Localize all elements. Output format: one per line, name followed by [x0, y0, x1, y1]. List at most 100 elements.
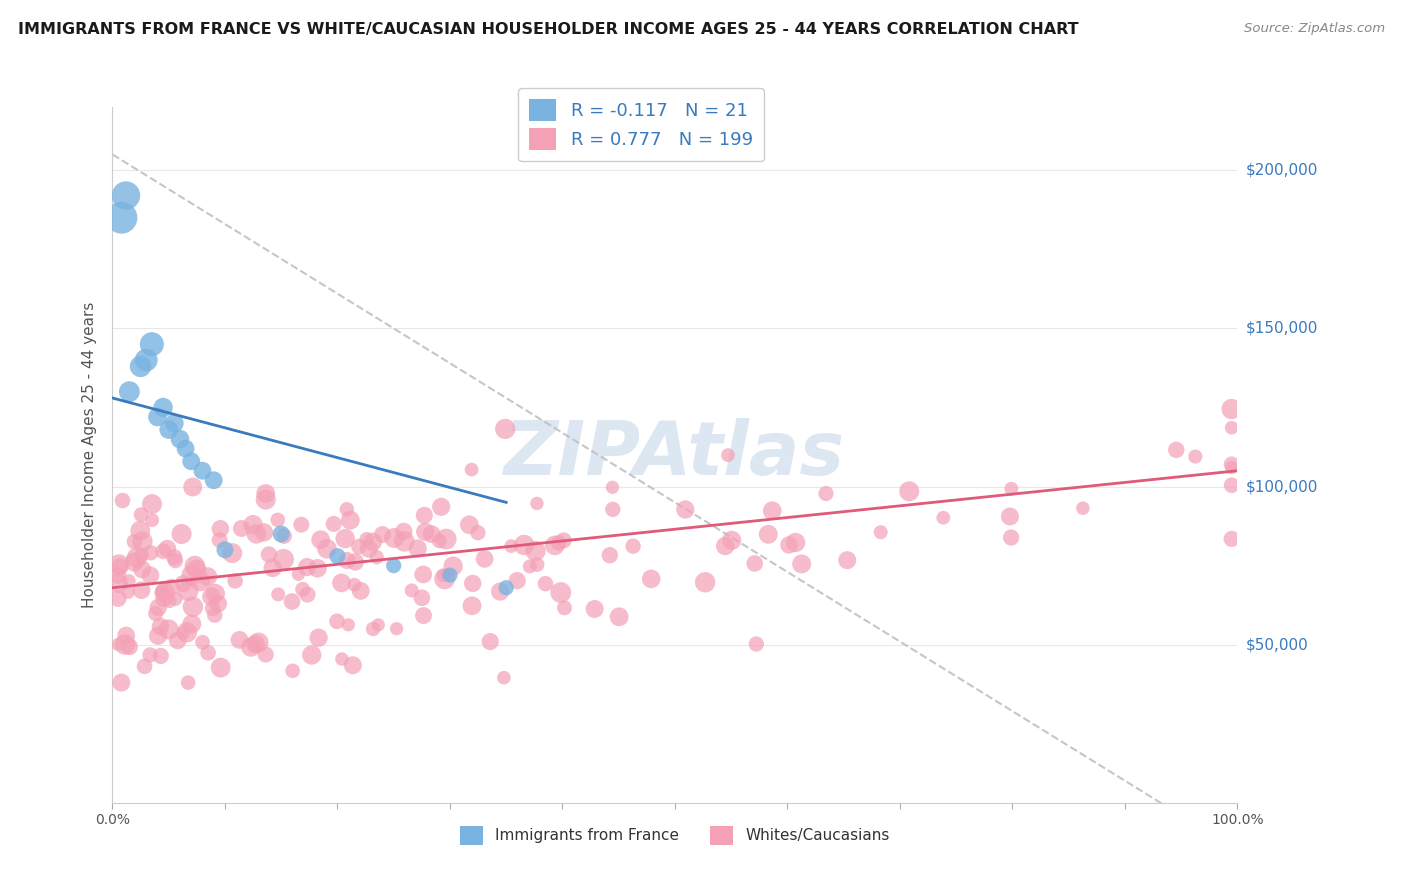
Point — [159, 594, 181, 608]
Point — [427, 533, 450, 548]
Point — [1071, 501, 1094, 516]
Point — [361, 622, 384, 636]
Point — [385, 622, 408, 636]
Point — [157, 423, 180, 437]
Point — [242, 517, 264, 532]
Point — [134, 659, 156, 673]
Point — [254, 486, 277, 500]
Point — [131, 548, 153, 562]
Point — [204, 608, 226, 623]
Point — [239, 640, 262, 654]
Point — [262, 561, 284, 575]
Point — [344, 555, 367, 569]
Point — [129, 524, 152, 538]
Point — [125, 550, 148, 565]
Point — [267, 587, 290, 601]
Point — [550, 585, 572, 599]
Point — [107, 638, 129, 652]
Point — [110, 675, 132, 690]
Point — [165, 591, 187, 606]
Point — [214, 542, 236, 557]
Point — [191, 635, 214, 649]
Text: $200,000: $200,000 — [1246, 163, 1317, 178]
Point — [837, 553, 859, 567]
Point — [790, 557, 813, 571]
Point — [174, 442, 197, 456]
Point — [157, 623, 180, 637]
Point — [720, 533, 742, 548]
Point — [150, 583, 173, 598]
Point — [526, 496, 548, 510]
Point — [316, 541, 339, 556]
Point — [745, 637, 768, 651]
Point — [333, 532, 356, 546]
Point — [602, 480, 624, 494]
Point — [412, 567, 434, 582]
Point — [434, 532, 457, 546]
Point — [118, 384, 141, 399]
Point — [367, 618, 389, 632]
Point — [270, 527, 292, 541]
Point — [197, 646, 219, 660]
Text: $150,000: $150,000 — [1246, 321, 1317, 336]
Point — [382, 531, 405, 545]
Point — [506, 574, 529, 588]
Point — [177, 675, 200, 690]
Point — [309, 533, 332, 547]
Point — [297, 588, 319, 602]
Point — [253, 525, 276, 540]
Point — [461, 599, 484, 613]
Point — [153, 585, 176, 599]
Point — [107, 568, 129, 582]
Point — [394, 534, 416, 549]
Point — [291, 582, 314, 597]
Point — [131, 583, 153, 598]
Point — [1220, 458, 1243, 472]
Point — [135, 353, 157, 368]
Point — [371, 527, 394, 541]
Point — [349, 583, 371, 598]
Point — [115, 628, 138, 642]
Point — [495, 581, 517, 595]
Point — [181, 599, 204, 614]
Point — [163, 550, 186, 565]
Point — [474, 552, 496, 566]
Point — [1220, 421, 1243, 435]
Point — [461, 576, 484, 591]
Point — [336, 502, 359, 516]
Point — [413, 508, 436, 523]
Point — [150, 586, 173, 600]
Point — [337, 617, 360, 632]
Point — [326, 615, 349, 629]
Point — [114, 638, 136, 652]
Text: ZIPAtlas: ZIPAtlas — [505, 418, 845, 491]
Point — [336, 553, 359, 567]
Point — [467, 525, 489, 540]
Point — [814, 486, 837, 500]
Point — [1220, 478, 1243, 492]
Point — [207, 597, 229, 611]
Text: Source: ZipAtlas.com: Source: ZipAtlas.com — [1244, 22, 1385, 36]
Legend: Immigrants from France, Whites/Caucasians: Immigrants from France, Whites/Caucasian… — [454, 820, 896, 851]
Point — [401, 583, 423, 598]
Text: $50,000: $50,000 — [1246, 637, 1309, 652]
Point — [599, 548, 621, 562]
Point — [180, 616, 202, 631]
Point — [131, 534, 153, 549]
Y-axis label: Householder Income Ages 25 - 44 years: Householder Income Ages 25 - 44 years — [82, 301, 97, 608]
Point — [433, 572, 456, 586]
Point — [301, 648, 323, 662]
Point — [430, 500, 453, 514]
Point — [208, 533, 231, 547]
Point — [145, 607, 167, 621]
Point — [129, 359, 152, 374]
Point — [547, 536, 569, 550]
Point — [184, 559, 207, 574]
Point — [479, 634, 502, 648]
Point — [366, 550, 388, 565]
Point — [339, 513, 361, 527]
Point — [156, 541, 179, 556]
Point — [129, 508, 152, 522]
Point — [267, 513, 290, 527]
Point — [526, 558, 548, 572]
